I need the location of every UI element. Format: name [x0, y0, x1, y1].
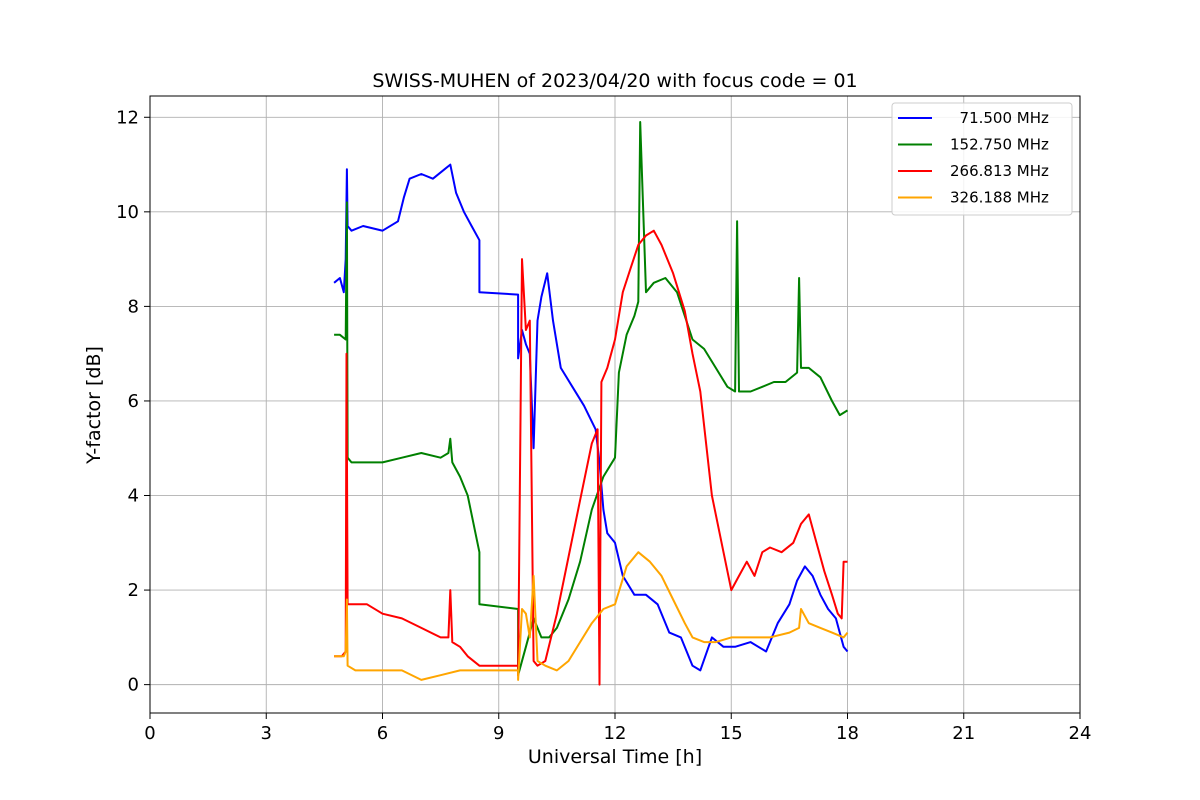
series-line-2 [334, 121, 849, 677]
y-tick-label: 0 [128, 675, 139, 696]
y-tick-label: 6 [128, 391, 139, 412]
series-line-1 [333, 163, 849, 672]
x-tick-label: 3 [261, 723, 272, 744]
x-tick-label: 0 [144, 723, 155, 744]
legend-entry-label: 266.813 MHz [950, 162, 1049, 180]
legend-box [891, 102, 1073, 216]
y-axis-label: Y-factor [dB] [83, 346, 105, 465]
legend-entry-label: 152.750 MHz [950, 136, 1049, 154]
series-lines [333, 121, 849, 686]
chart-title: SWISS-MUHEN of 2023/04/20 with focus cod… [372, 70, 857, 92]
y-tick-label: 8 [128, 296, 139, 317]
legend-entry-label: 71.500 MHz [950, 109, 1049, 127]
y-tick-label: 4 [128, 486, 139, 507]
x-tick-label: 15 [720, 723, 743, 744]
series-line-4 [334, 551, 849, 681]
x-tick-label: 21 [952, 723, 975, 744]
x-tick-label: 18 [836, 723, 859, 744]
x-tick-label: 9 [493, 723, 504, 744]
y-tick-label: 2 [128, 580, 139, 601]
x-tick-label: 24 [1069, 723, 1092, 744]
legend: 71.500 MHz 152.750 MHz 266.813 MHz 326.188 … [891, 102, 1073, 216]
legend-entry-label: 326.188 MHz [950, 189, 1049, 207]
y-axis-ticks: 0 2 4 6 8 10 12 [116, 107, 150, 696]
x-tick-label: 6 [377, 723, 388, 744]
x-tick-label: 12 [604, 723, 627, 744]
x-axis-label: Universal Time [h] [528, 746, 702, 768]
y-tick-label: 10 [116, 202, 139, 223]
y-tick-label: 12 [116, 107, 139, 128]
x-axis-ticks: 0 3 6 9 12 15 18 21 24 [144, 713, 1091, 744]
series-line-3 [334, 229, 848, 686]
